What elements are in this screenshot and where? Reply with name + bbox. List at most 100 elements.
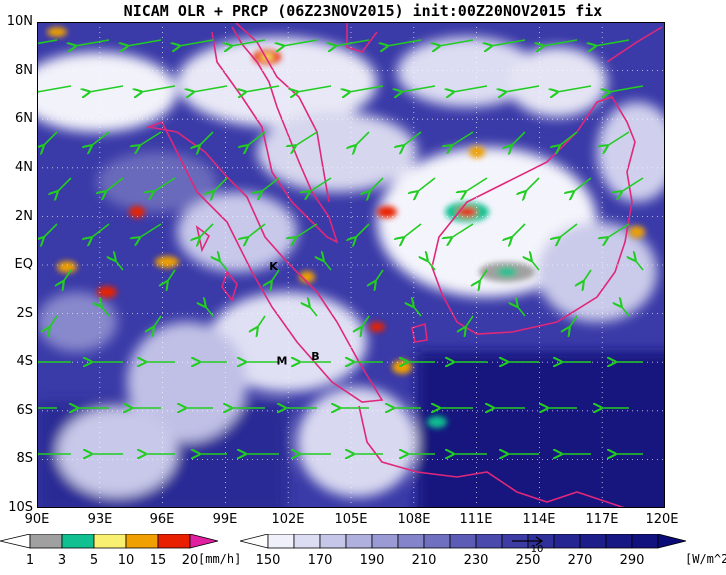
wind-arrow-icon bbox=[139, 223, 162, 238]
precip-tick: 5 bbox=[89, 553, 99, 568]
lat-label: EQ bbox=[14, 257, 33, 272]
lat-label: 2N bbox=[15, 209, 33, 224]
wind-arrow-icon bbox=[43, 131, 58, 146]
wind-arrow-icon bbox=[199, 223, 214, 238]
lat-label: 4S bbox=[16, 354, 33, 369]
wind-arrow-icon bbox=[559, 223, 578, 238]
wind-arrow-icon bbox=[101, 306, 110, 317]
wind-arrow-icon bbox=[91, 131, 110, 146]
wind-arrow-icon bbox=[37, 39, 58, 45]
lat-label: 6N bbox=[15, 111, 33, 126]
station-marker: M bbox=[276, 355, 287, 368]
lat-label: 4N bbox=[15, 160, 33, 175]
wind-arrow-icon bbox=[465, 315, 474, 328]
lon-label: 120E bbox=[645, 512, 679, 527]
wind-arrow-icon bbox=[257, 315, 266, 328]
map-title: NICAM OLR + PRCP (06Z23NOV2015) init:00Z… bbox=[123, 2, 603, 20]
wind-arrow-icon bbox=[505, 85, 540, 92]
wind-arrow-icon bbox=[355, 131, 370, 146]
lat-label: 8N bbox=[15, 63, 33, 78]
wind-arrow-icon bbox=[105, 177, 124, 192]
wind-arrow-icon bbox=[49, 315, 58, 328]
lat-label: 2S bbox=[16, 306, 33, 321]
map-panel: K M B bbox=[37, 22, 665, 508]
wind-arrow-icon bbox=[607, 131, 630, 146]
wind-arrow-icon bbox=[245, 85, 280, 92]
wind-arrow-icon bbox=[417, 177, 436, 192]
wind-arrow-icon bbox=[439, 39, 474, 46]
wind-arrow-icon bbox=[511, 131, 526, 146]
wind-arrow-icon bbox=[63, 269, 72, 282]
wind-arrow-icon bbox=[451, 223, 474, 238]
wind-arrow-icon bbox=[115, 260, 124, 271]
wind-arrow-icon bbox=[635, 260, 644, 271]
wind-arrow-icon bbox=[271, 269, 280, 282]
wind-arrow-icon bbox=[43, 223, 58, 238]
lon-label: 99E bbox=[212, 512, 238, 527]
precip-colorbar: 1 3 5 10 15 20 [mm/h] bbox=[0, 531, 241, 575]
wind-arrow-icon bbox=[403, 223, 422, 238]
olr-field bbox=[37, 22, 665, 508]
wind-arrow-icon bbox=[583, 269, 592, 282]
wind-arrow-icon bbox=[531, 260, 540, 271]
wind-arrow-icon bbox=[525, 177, 540, 192]
precip-unit: [mm/h] bbox=[198, 552, 242, 566]
wind-arrow-icon bbox=[309, 177, 332, 192]
wind-arrow-icon bbox=[283, 39, 318, 46]
wind-arrow-icon bbox=[387, 39, 422, 46]
olr-tick: 290 bbox=[619, 553, 645, 568]
wind-arrow-icon bbox=[247, 223, 266, 238]
wind-arrow-icon bbox=[193, 85, 228, 92]
wind-arrow-icon bbox=[517, 306, 526, 317]
wind-arrow-icon bbox=[569, 315, 578, 328]
wind-arrow-icon bbox=[89, 85, 124, 92]
wind-arrow-icon bbox=[375, 269, 384, 282]
lon-label: 111E bbox=[459, 512, 493, 527]
wind-arrow-icon bbox=[401, 85, 436, 92]
wind-arrow-icon bbox=[451, 131, 474, 146]
lat-label: 8S bbox=[16, 451, 33, 466]
lon-label: 90E bbox=[24, 512, 50, 527]
wind-arrow-icon bbox=[75, 39, 110, 46]
wind-arrow-icon bbox=[295, 223, 318, 238]
lat-label: 10S bbox=[8, 500, 33, 515]
precip-colorbar-swatches bbox=[0, 534, 219, 549]
wind-arrow-icon bbox=[127, 39, 162, 46]
wind-arrow-icon bbox=[213, 177, 228, 192]
wind-arrow-icon bbox=[491, 39, 526, 46]
precip-tick: 15 bbox=[149, 553, 167, 568]
location-markers: K M B bbox=[269, 260, 319, 368]
wind-arrow-icon bbox=[219, 260, 228, 271]
wind-arrow-icon bbox=[607, 223, 630, 238]
wind-arrow-icon bbox=[361, 315, 370, 328]
precip-tick: 20 bbox=[181, 553, 199, 568]
wind-arrow-icon bbox=[349, 85, 384, 92]
wind-arrow-icon bbox=[595, 39, 630, 46]
wind-arrow-icon bbox=[413, 306, 422, 317]
lon-label: 108E bbox=[397, 512, 431, 527]
olr-colorbar-swatches bbox=[240, 534, 687, 549]
wind-arrow-icon bbox=[355, 223, 370, 238]
wind-arrow-icon bbox=[153, 315, 162, 328]
ref-vector-label: 10 bbox=[530, 544, 544, 555]
wind-arrow-icon bbox=[479, 269, 488, 282]
wind-arrow-icon bbox=[141, 85, 176, 92]
olr-tick: 190 bbox=[359, 553, 385, 568]
wind-arrow-icon bbox=[91, 223, 110, 238]
olr-tick: 270 bbox=[567, 553, 593, 568]
wind-arrow-icon bbox=[543, 39, 578, 46]
station-marker: K bbox=[269, 260, 278, 273]
wind-arrow-icon bbox=[139, 131, 162, 146]
precip-tick: 1 bbox=[25, 553, 35, 568]
lat-label: 10N bbox=[6, 14, 33, 29]
olr-tick: 170 bbox=[307, 553, 333, 568]
wind-arrow-icon bbox=[559, 131, 578, 146]
wind-arrow-icon bbox=[179, 39, 214, 46]
wind-arrow-icon bbox=[297, 85, 332, 92]
wind-arrow-icon bbox=[231, 39, 266, 46]
lon-label: 114E bbox=[522, 512, 556, 527]
wind-vectors bbox=[37, 39, 644, 454]
wind-arrow-icon bbox=[511, 223, 526, 238]
wind-arrow-icon bbox=[309, 306, 318, 317]
lon-label: 93E bbox=[87, 512, 113, 527]
